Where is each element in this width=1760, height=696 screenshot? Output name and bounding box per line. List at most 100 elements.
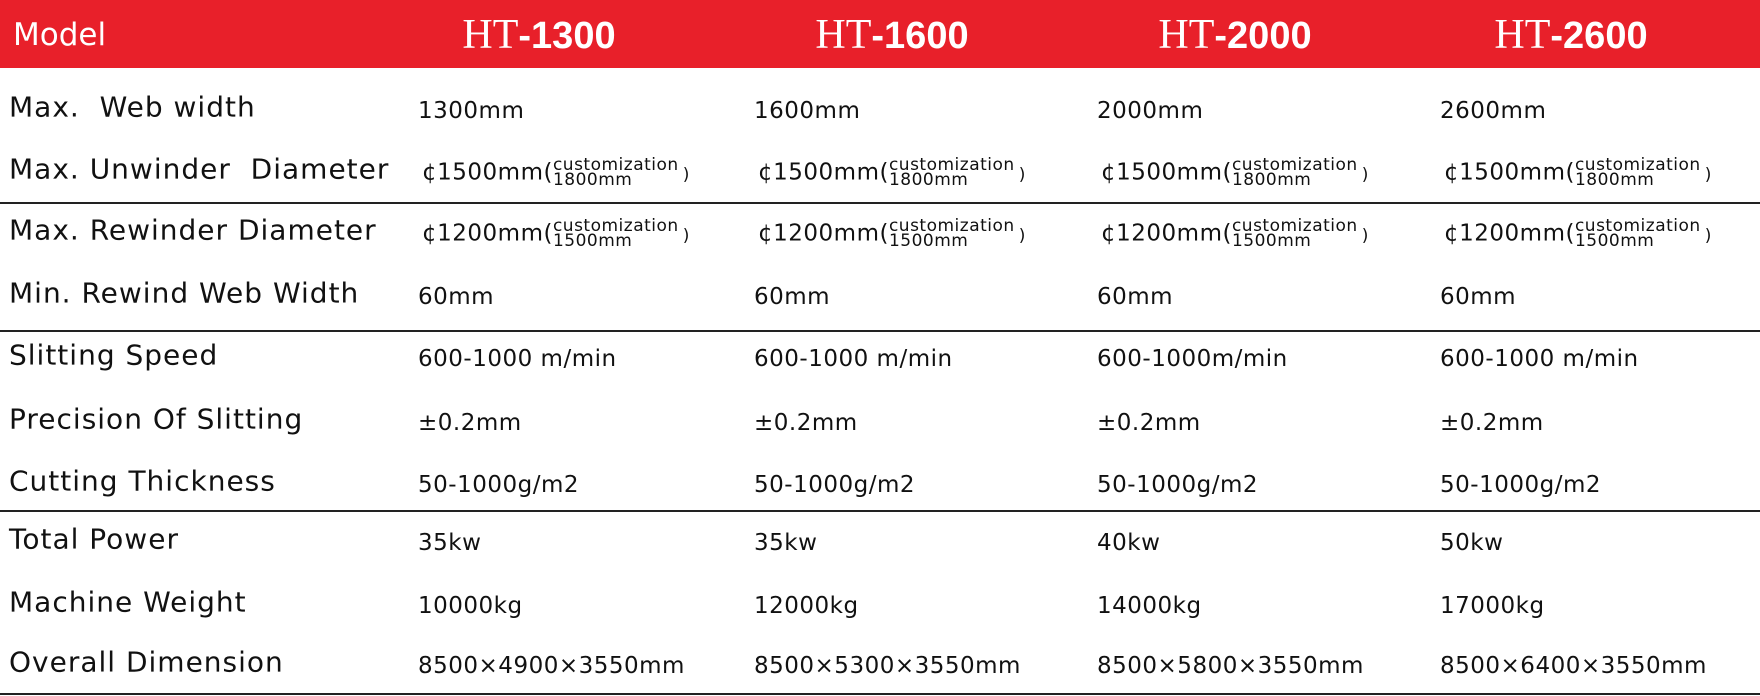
cell-value: 600-1000 m/min	[1440, 346, 1639, 372]
cell-value: ¢1500mm(customization 1800mm)	[758, 155, 1026, 190]
cell-note: customization 1800mm	[888, 155, 1015, 190]
cell-value: 60mm	[1097, 284, 1174, 310]
cell-value: ¢1200mm(customization 1500mm)	[1101, 216, 1369, 251]
cell-value: ¢1200mm(customization 1500mm)	[758, 216, 1026, 250]
cell-value: ±0.2mm	[418, 410, 522, 436]
cell-value: 8500×4900×3550mm	[418, 653, 685, 679]
row-label: Cutting Thickness	[9, 464, 276, 498]
row-label: Max. Web width	[9, 90, 256, 124]
cell-value: ±0.2mm	[1440, 410, 1544, 436]
separator	[0, 330, 1760, 332]
cell-note: customization 1500mm	[1574, 216, 1701, 251]
cell-value: ±0.2mm	[1097, 410, 1201, 436]
note-bottom: 1800mm	[888, 170, 969, 190]
cell-value: 8500×6400×3550mm	[1440, 653, 1707, 679]
model-name: HT-2600	[1494, 11, 1647, 59]
cell-note: customization 1500mm	[552, 216, 679, 251]
row-label: Slitting Speed	[9, 338, 219, 372]
note-bottom: 1500mm	[552, 231, 633, 251]
cell-main: ¢1200mm(	[1444, 220, 1575, 247]
cell-value: 35kw	[418, 530, 482, 556]
cell-value: ±0.2mm	[754, 410, 858, 436]
cell-value: 50-1000g/m2	[754, 472, 915, 498]
row-label: Total Power	[9, 522, 179, 556]
note-top: customization	[552, 216, 679, 236]
cell-note: customization 1500mm	[1231, 216, 1358, 251]
cell-main: ¢1500mm(	[422, 159, 553, 186]
model-prefix: HT	[1158, 12, 1215, 58]
row-label: Max. Rewinder Diameter	[9, 213, 377, 247]
cell-value: 60mm	[418, 284, 495, 310]
cell-main: ¢1200mm(	[422, 220, 553, 247]
cell-value: 8500×5300×3550mm	[754, 653, 1021, 679]
note-bottom: 1500mm	[1231, 231, 1312, 251]
model-name: HT-1300	[462, 11, 615, 59]
cell-main: ¢1500mm(	[758, 159, 889, 186]
cell-note: customization 1800mm	[1574, 157, 1701, 190]
cell-value: 10000kg	[418, 593, 523, 619]
model-prefix: HT	[815, 12, 872, 58]
cell-value: 50-1000g/m2	[1440, 472, 1601, 498]
cell-close: )	[682, 225, 690, 246]
model-number: -1300	[518, 15, 616, 57]
cell-value: 1300mm	[418, 98, 525, 124]
note-bottom: 1800mm	[552, 170, 633, 190]
cell-close: )	[1704, 164, 1712, 185]
cell-close: )	[1018, 225, 1026, 246]
model-prefix: HT	[462, 12, 519, 58]
cell-value: 60mm	[1440, 284, 1517, 310]
note-bottom: 1500mm	[1574, 231, 1655, 251]
cell-value: 35kw	[754, 530, 818, 556]
note-bottom: 1800mm	[1231, 170, 1312, 190]
row-label: Precision Of Slitting	[9, 402, 304, 436]
row-label: Min. Rewind Web Width	[9, 276, 360, 310]
note-top: customization	[552, 155, 679, 175]
note-top: customization	[888, 155, 1015, 175]
cell-value: 600-1000 m/min	[418, 346, 617, 372]
cell-value: 14000kg	[1097, 593, 1202, 619]
cell-close: )	[1704, 225, 1712, 246]
separator	[0, 202, 1760, 204]
separator	[0, 693, 1760, 695]
model-number: -2000	[1214, 15, 1312, 57]
model-number: -1600	[871, 15, 969, 57]
cell-close: )	[682, 164, 690, 185]
cell-value: 12000kg	[754, 593, 859, 619]
cell-close: )	[1361, 164, 1369, 185]
cell-value: ¢1500mm(customization 1800mm)	[422, 155, 690, 190]
cell-note: customization 1500mm	[888, 216, 1015, 250]
separator	[0, 510, 1760, 512]
cell-main: ¢1500mm(	[1101, 159, 1232, 186]
cell-value: ¢1500mm(customization 1800mm)	[1444, 157, 1712, 190]
note-bottom: 1800mm	[1574, 170, 1655, 190]
cell-value: 8500×5800×3550mm	[1097, 653, 1364, 679]
cell-value: ¢1200mm(customization 1500mm)	[1444, 216, 1712, 251]
model-number: -2600	[1550, 15, 1648, 57]
cell-value: ¢1200mm(customization 1500mm)	[422, 216, 690, 251]
model-prefix: HT	[1494, 12, 1551, 58]
note-top: customization	[1231, 216, 1358, 236]
cell-note: customization 1800mm	[552, 155, 679, 190]
cell-value: ¢1500mm(customization 1800mm)	[1101, 155, 1369, 190]
cell-close: )	[1361, 225, 1369, 246]
cell-main: ¢1200mm(	[1101, 220, 1232, 247]
cell-value: 600-1000 m/min	[754, 346, 953, 372]
cell-value: 60mm	[754, 284, 831, 310]
cell-value: 50-1000g/m2	[418, 472, 579, 498]
cell-value: 50kw	[1440, 530, 1504, 556]
note-top: customization	[1574, 216, 1701, 236]
cell-value: 1600mm	[754, 98, 861, 124]
note-top: customization	[888, 216, 1015, 236]
cell-value: 2000mm	[1097, 98, 1204, 124]
cell-main: ¢1500mm(	[1444, 159, 1575, 186]
note-top: customization	[1231, 155, 1358, 175]
cell-value: 600-1000m/min	[1097, 346, 1288, 372]
header-label: Model	[13, 17, 107, 53]
cell-value: 40kw	[1097, 530, 1161, 556]
cell-value: 17000kg	[1440, 593, 1545, 619]
model-name: HT-2000	[1158, 11, 1311, 59]
cell-value: 2600mm	[1440, 98, 1547, 124]
cell-close: )	[1018, 164, 1026, 185]
cell-value: 50-1000g/m2	[1097, 472, 1258, 498]
